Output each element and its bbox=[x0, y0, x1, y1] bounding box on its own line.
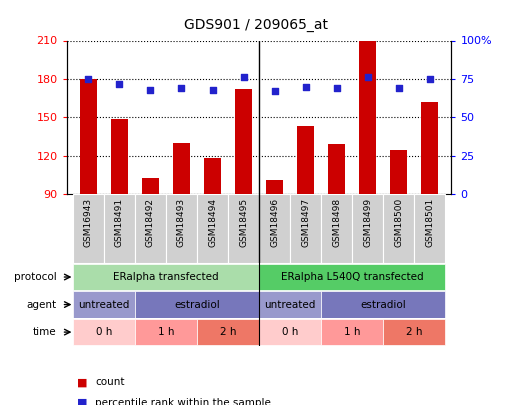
FancyBboxPatch shape bbox=[321, 291, 445, 318]
Text: ERalpha L540Q transfected: ERalpha L540Q transfected bbox=[281, 272, 423, 282]
Text: percentile rank within the sample: percentile rank within the sample bbox=[95, 398, 271, 405]
FancyBboxPatch shape bbox=[197, 194, 228, 263]
Text: 0 h: 0 h bbox=[96, 327, 112, 337]
Text: count: count bbox=[95, 377, 125, 387]
Text: agent: agent bbox=[26, 300, 56, 309]
FancyBboxPatch shape bbox=[197, 319, 259, 345]
Bar bbox=[173, 143, 190, 194]
Text: GSM18492: GSM18492 bbox=[146, 198, 155, 247]
Text: 2 h: 2 h bbox=[406, 327, 423, 337]
Text: 1 h: 1 h bbox=[344, 327, 361, 337]
Text: estradiol: estradiol bbox=[360, 300, 406, 309]
Text: GSM16943: GSM16943 bbox=[84, 198, 93, 247]
FancyBboxPatch shape bbox=[73, 264, 259, 290]
Text: time: time bbox=[33, 327, 56, 337]
Text: untreated: untreated bbox=[78, 300, 130, 309]
Text: GSM18498: GSM18498 bbox=[332, 198, 341, 247]
Text: GSM18497: GSM18497 bbox=[301, 198, 310, 247]
Point bbox=[240, 74, 248, 81]
Point bbox=[208, 87, 216, 93]
Point bbox=[364, 74, 372, 81]
FancyBboxPatch shape bbox=[259, 194, 290, 263]
Text: GSM18491: GSM18491 bbox=[115, 198, 124, 247]
Bar bbox=[390, 149, 407, 194]
Text: ERalpha transfected: ERalpha transfected bbox=[113, 272, 219, 282]
Text: estradiol: estradiol bbox=[174, 300, 220, 309]
Text: GSM18495: GSM18495 bbox=[239, 198, 248, 247]
Bar bbox=[328, 145, 345, 194]
FancyBboxPatch shape bbox=[259, 291, 321, 318]
Bar bbox=[204, 158, 221, 194]
Text: ■: ■ bbox=[77, 398, 87, 405]
Bar bbox=[359, 40, 376, 194]
FancyBboxPatch shape bbox=[135, 319, 197, 345]
Text: protocol: protocol bbox=[14, 272, 56, 282]
Point bbox=[394, 85, 403, 92]
Bar bbox=[80, 79, 97, 194]
FancyBboxPatch shape bbox=[290, 194, 321, 263]
FancyBboxPatch shape bbox=[73, 194, 104, 263]
Point bbox=[115, 80, 124, 87]
Text: GDS901 / 209065_at: GDS901 / 209065_at bbox=[185, 18, 328, 32]
Bar bbox=[266, 180, 283, 194]
Text: GSM18494: GSM18494 bbox=[208, 198, 217, 247]
Text: GSM18496: GSM18496 bbox=[270, 198, 279, 247]
FancyBboxPatch shape bbox=[104, 194, 135, 263]
Bar bbox=[297, 126, 314, 194]
Text: GSM18500: GSM18500 bbox=[394, 198, 403, 247]
FancyBboxPatch shape bbox=[383, 319, 445, 345]
Bar bbox=[142, 178, 159, 194]
Text: 1 h: 1 h bbox=[157, 327, 174, 337]
Text: untreated: untreated bbox=[264, 300, 316, 309]
Text: ■: ■ bbox=[77, 377, 87, 387]
FancyBboxPatch shape bbox=[321, 319, 383, 345]
Point bbox=[270, 88, 279, 94]
FancyBboxPatch shape bbox=[166, 194, 197, 263]
Bar bbox=[421, 102, 438, 194]
Point bbox=[177, 85, 186, 92]
FancyBboxPatch shape bbox=[73, 319, 135, 345]
FancyBboxPatch shape bbox=[352, 194, 383, 263]
FancyBboxPatch shape bbox=[259, 319, 321, 345]
Bar bbox=[111, 119, 128, 194]
Point bbox=[332, 85, 341, 92]
Text: 0 h: 0 h bbox=[282, 327, 298, 337]
FancyBboxPatch shape bbox=[228, 194, 259, 263]
Text: GSM18499: GSM18499 bbox=[363, 198, 372, 247]
Point bbox=[302, 83, 310, 90]
FancyBboxPatch shape bbox=[259, 264, 445, 290]
Point bbox=[426, 76, 434, 82]
Text: GSM18493: GSM18493 bbox=[177, 198, 186, 247]
Text: 2 h: 2 h bbox=[220, 327, 236, 337]
Bar bbox=[235, 89, 252, 194]
FancyBboxPatch shape bbox=[414, 194, 445, 263]
FancyBboxPatch shape bbox=[135, 291, 259, 318]
FancyBboxPatch shape bbox=[321, 194, 352, 263]
Point bbox=[146, 87, 154, 93]
Point bbox=[84, 76, 92, 82]
FancyBboxPatch shape bbox=[383, 194, 414, 263]
FancyBboxPatch shape bbox=[135, 194, 166, 263]
Text: GSM18501: GSM18501 bbox=[425, 198, 434, 247]
FancyBboxPatch shape bbox=[73, 291, 135, 318]
